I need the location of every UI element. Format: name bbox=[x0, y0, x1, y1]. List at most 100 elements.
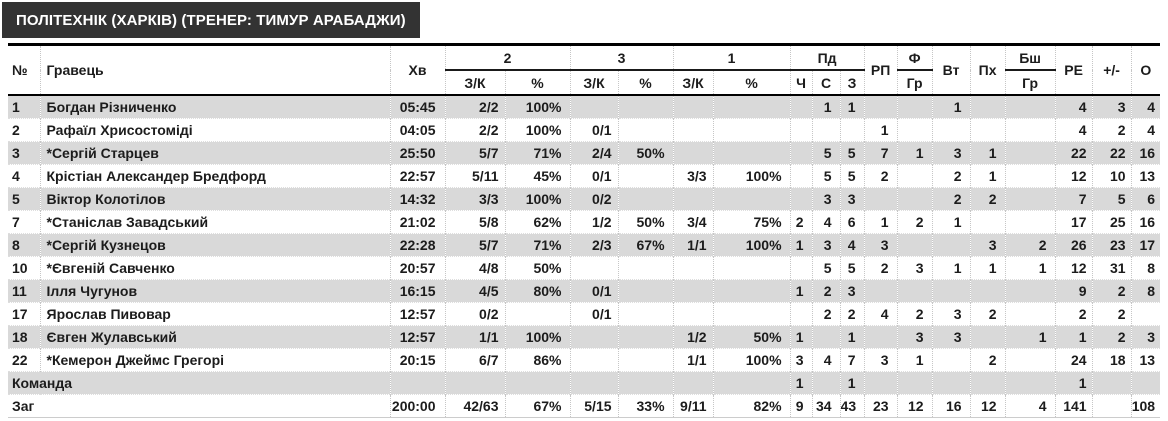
cell-3pt-made-att: 1/2 bbox=[569, 210, 619, 234]
cell-3pt-pct bbox=[617, 302, 674, 326]
col-header-reb-off: Ч bbox=[789, 70, 813, 95]
col-group-2pt: 2 bbox=[444, 44, 571, 71]
cell-assists bbox=[863, 371, 898, 395]
cell-blocks bbox=[1004, 141, 1056, 165]
col-header-player: Гравець bbox=[39, 44, 390, 95]
cell-2pt-pct: 100% bbox=[504, 95, 571, 119]
player-row: 11 Ілля Чугунов 16:15 4/5 80% 0/1 1 2 3 9 2 8 bbox=[8, 279, 1161, 303]
cell-player-name: Ілля Чугунов bbox=[39, 279, 390, 303]
cell-reb-total: 5 bbox=[839, 141, 865, 165]
cell-reb-off bbox=[789, 164, 813, 188]
cell-plusminus: 3 bbox=[1091, 95, 1132, 119]
col-header-number: № bbox=[12, 62, 28, 78]
cell-points bbox=[1130, 371, 1161, 395]
cell-steals: 1 bbox=[969, 256, 1006, 280]
cell-turnovers: 2 bbox=[931, 187, 971, 211]
cell-efficiency: 12 bbox=[1054, 256, 1093, 280]
cell-reb-total: 2 bbox=[839, 302, 865, 326]
cell-blocks bbox=[1004, 164, 1056, 188]
cell-ft-made-att bbox=[672, 118, 714, 142]
cell-steals: 2 bbox=[969, 302, 1006, 326]
player-row: 1 Богдан Різниченко 05:45 2/2 100% 1 1 1 4 3 4 bbox=[8, 95, 1161, 119]
cell-reb-off: 1 bbox=[789, 325, 813, 349]
cell-plusminus: 5 bbox=[1091, 187, 1132, 211]
cell-steals bbox=[969, 118, 1006, 142]
cell-2pt-made-att: 42/63 bbox=[444, 394, 505, 418]
cell-reb-def bbox=[811, 325, 841, 349]
cell-2pt-made-att: 5/8 bbox=[444, 210, 505, 234]
cell-points: 17 bbox=[1130, 233, 1161, 257]
cell-blocks bbox=[1004, 348, 1056, 372]
cell-ft-pct bbox=[712, 118, 791, 142]
cell-reb-total: 7 bbox=[839, 348, 865, 372]
cell-assists: 3 bbox=[863, 348, 898, 372]
cell-minutes: 14:32 bbox=[389, 187, 445, 211]
cell-2pt-made-att: 1/1 bbox=[444, 325, 505, 349]
cell-ft-pct bbox=[712, 279, 791, 303]
cell-fouls bbox=[896, 371, 933, 395]
cell-ft-made-att: 1/1 bbox=[672, 348, 714, 372]
cell-plusminus: 25 bbox=[1091, 210, 1132, 234]
cell-reb-off: 1 bbox=[789, 371, 813, 395]
cell-ft-made-att: 3/4 bbox=[672, 210, 714, 234]
player-row: 7 *Станіслав Завадський 21:02 5/8 62% 1/2 50% 3… bbox=[8, 210, 1161, 234]
col-header-assists: РП bbox=[863, 44, 898, 95]
cell-assists bbox=[863, 325, 898, 349]
cell-ft-pct bbox=[712, 187, 791, 211]
cell-efficiency: 22 bbox=[1054, 141, 1093, 165]
cell-assists: 2 bbox=[863, 256, 898, 280]
cell-assists bbox=[863, 187, 898, 211]
cell-fouls bbox=[896, 187, 933, 211]
cell-ft-made-att bbox=[672, 256, 714, 280]
cell-reb-def: 4 bbox=[811, 348, 841, 372]
cell-points: 6 bbox=[1130, 187, 1161, 211]
cell-reb-def bbox=[811, 371, 841, 395]
cell-plusminus: 2 bbox=[1091, 118, 1132, 142]
cell-reb-def: 5 bbox=[811, 256, 841, 280]
cell-fouls: 2 bbox=[896, 210, 933, 234]
col-header-minutes: Хв bbox=[389, 44, 445, 95]
cell-efficiency: 9 bbox=[1054, 279, 1093, 303]
cell-steals bbox=[969, 371, 1006, 395]
cell-plusminus: 2 bbox=[1091, 302, 1132, 326]
cell-2pt-pct: 67% bbox=[504, 394, 571, 418]
cell-3pt-pct bbox=[617, 164, 674, 188]
cell-minutes: 05:45 bbox=[389, 95, 445, 119]
cell-fouls bbox=[896, 279, 933, 303]
cell-3pt-pct bbox=[617, 371, 674, 395]
cell-plusminus bbox=[1091, 371, 1132, 395]
cell-3pt-made-att bbox=[569, 256, 619, 280]
cell-2pt-pct: 71% bbox=[504, 141, 571, 165]
cell-plusminus bbox=[1091, 394, 1132, 418]
cell-3pt-made-att: 2/4 bbox=[569, 141, 619, 165]
cell-reb-def: 2 bbox=[811, 279, 841, 303]
cell-efficiency: 4 bbox=[1054, 118, 1093, 142]
cell-turnovers: 1 bbox=[931, 210, 971, 234]
team-title: ПОЛІТЕХНІК (ХАРКІВ) (ТРЕНЕР: ТИМУР АРАБА… bbox=[16, 12, 406, 29]
col-group-rebounds: Пд bbox=[789, 44, 865, 71]
cell-minutes: 20:57 bbox=[389, 256, 445, 280]
cell-blocks: 4 bbox=[1004, 394, 1056, 418]
cell-blocks bbox=[1004, 210, 1056, 234]
cell-points: 4 bbox=[1130, 95, 1161, 119]
cell-reb-total: 3 bbox=[839, 187, 865, 211]
cell-3pt-made-att: 0/1 bbox=[569, 279, 619, 303]
cell-2pt-pct: 100% bbox=[504, 187, 571, 211]
cell-jersey-number: 10 bbox=[12, 260, 28, 276]
cell-efficiency: 141 bbox=[1054, 394, 1093, 418]
cell-reb-off bbox=[789, 118, 813, 142]
cell-efficiency: 17 bbox=[1054, 210, 1093, 234]
cell-steals bbox=[969, 279, 1006, 303]
col-header-reb-def: С bbox=[811, 70, 841, 95]
cell-3pt-pct: 50% bbox=[617, 210, 674, 234]
cell-minutes: 20:15 bbox=[389, 348, 445, 372]
cell-reb-def: 5 bbox=[811, 164, 841, 188]
cell-player-name: *Кемерон Джеймс Грегорі bbox=[39, 348, 390, 372]
cell-fouls: 3 bbox=[896, 325, 933, 349]
col-header-turnovers: Вт bbox=[931, 44, 971, 95]
cell-reb-def: 1 bbox=[811, 95, 841, 119]
cell-3pt-made-att bbox=[569, 348, 619, 372]
cell-assists bbox=[863, 279, 898, 303]
cell-points: 4 bbox=[1130, 118, 1161, 142]
cell-3pt-made-att: 0/1 bbox=[569, 302, 619, 326]
